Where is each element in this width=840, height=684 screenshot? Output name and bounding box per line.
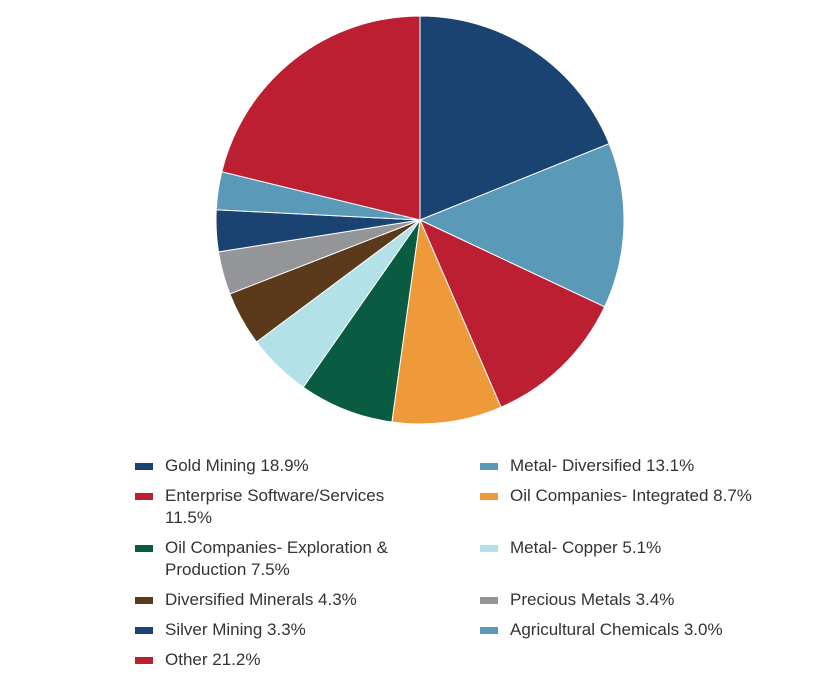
pie-slice-10 (221, 15, 421, 221)
legend-item: Oil Companies- Integrated 8.7% (480, 485, 815, 529)
legend-item: Diversified Minerals 4.3% (135, 589, 480, 611)
legend-item: Precious Metals 3.4% (480, 589, 815, 611)
legend-item: Enterprise Software/Services 11.5% (135, 485, 480, 529)
legend-swatch (480, 545, 498, 552)
legend-item: Oil Companies- Exploration & Production … (135, 537, 480, 581)
legend-label: Other 21.2% (165, 650, 261, 669)
legend-label: Diversified Minerals 4.3% (165, 590, 357, 609)
pie-slice-4 (302, 219, 421, 423)
legend-swatch (480, 627, 498, 634)
legend-swatch (135, 463, 153, 470)
pie-slice-0 (419, 15, 610, 221)
legend-item: Metal- Copper 5.1% (480, 537, 815, 581)
pie-chart (215, 15, 625, 425)
legend-swatch (135, 545, 153, 552)
legend-swatch (135, 597, 153, 604)
pie-slice-2 (419, 218, 606, 408)
legend-swatch (480, 463, 498, 470)
legend-swatch (135, 657, 153, 664)
legend-label: Oil Companies- Exploration & Production … (165, 538, 388, 579)
legend-swatch (135, 627, 153, 634)
legend-swatch (480, 493, 498, 500)
legend-label: Precious Metals 3.4% (510, 590, 675, 609)
legend: Gold Mining 18.9% Metal- Diversified 13.1… (135, 455, 815, 671)
legend-item: Metal- Diversified 13.1% (480, 455, 815, 477)
pie-slice-3 (391, 218, 502, 425)
pie-slice-1 (418, 143, 625, 308)
legend-label: Metal- Diversified 13.1% (510, 456, 695, 475)
legend-label: Gold Mining 18.9% (165, 456, 309, 475)
legend-item: Silver Mining 3.3% (135, 619, 480, 641)
legend-swatch (480, 597, 498, 604)
legend-label: Enterprise Software/Services 11.5% (165, 486, 385, 527)
legend-label: Silver Mining 3.3% (165, 620, 306, 639)
legend-label: Metal- Copper 5.1% (510, 538, 662, 557)
legend-swatch (135, 493, 153, 500)
legend-item: Other 21.2% (135, 649, 480, 671)
legend-item: Gold Mining 18.9% (135, 455, 480, 477)
legend-item: Agricultural Chemicals 3.0% (480, 619, 815, 641)
legend-label: Agricultural Chemicals 3.0% (510, 620, 723, 639)
legend-label: Oil Companies- Integrated 8.7% (510, 486, 752, 505)
